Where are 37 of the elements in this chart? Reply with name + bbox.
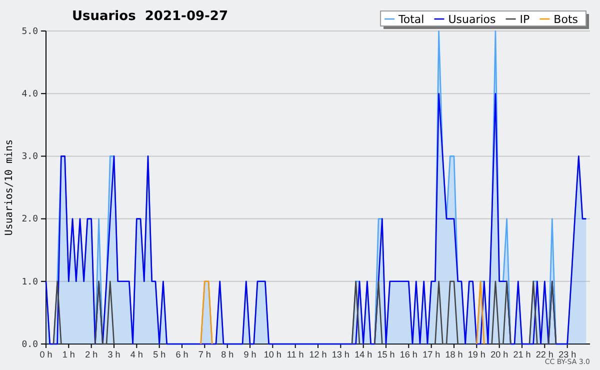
x-tick-label: 11 h: [286, 349, 304, 360]
x-tick-label: 1 h: [62, 349, 75, 360]
y-tick-label: 4.0: [22, 89, 38, 100]
x-tick-label: 0 h: [40, 349, 52, 360]
x-tick-label: 13 h: [332, 349, 350, 360]
legend-label: IP: [520, 13, 530, 26]
line-series: [45, 92, 587, 345]
x-tick-label: 4 h: [130, 349, 143, 360]
x-tick-label: 19 h: [468, 349, 486, 360]
x-tick-label: 6 h: [176, 349, 188, 360]
x-tick-label: 10 h: [264, 349, 282, 360]
y-tick-label: 0.0: [22, 340, 38, 350]
y-tick-label: 2.0: [22, 214, 38, 225]
x-tick-label: 17 h: [422, 349, 440, 360]
x-tick-label: 22 h: [536, 349, 554, 360]
x-tick-label: 15 h: [377, 349, 395, 360]
y-tick-label: 5.0: [22, 26, 38, 37]
y-tick-label: 3.0: [22, 152, 38, 162]
legend-label: Usuarios: [448, 13, 496, 26]
chart-title: Usuarios 2021-09-27: [72, 9, 228, 24]
x-tick-label: 8 h: [221, 349, 234, 360]
x-tick-label: 5 h: [153, 349, 166, 360]
x-tick-label: 18 h: [445, 349, 463, 360]
x-tick-label: 2 h: [85, 349, 98, 360]
x-tick-label: 3 h: [108, 349, 120, 360]
x-tick-label: 7 h: [198, 349, 211, 360]
x-tick-label: 12 h: [309, 349, 327, 360]
y-tick-label: 1.0: [22, 277, 38, 288]
y-axis-title: Usuarios/10 mins: [4, 139, 15, 236]
x-tick-label: 16 h: [400, 349, 418, 360]
legend-label: Bots: [554, 13, 578, 26]
x-tick-label: 21 h: [513, 349, 531, 360]
x-tick-label: 23 h: [558, 349, 576, 360]
x-tick-label: 20 h: [490, 349, 508, 360]
legend-label: Total: [398, 13, 424, 26]
x-tick-label: 14 h: [354, 349, 372, 360]
x-tick-label: 9 h: [244, 349, 256, 360]
